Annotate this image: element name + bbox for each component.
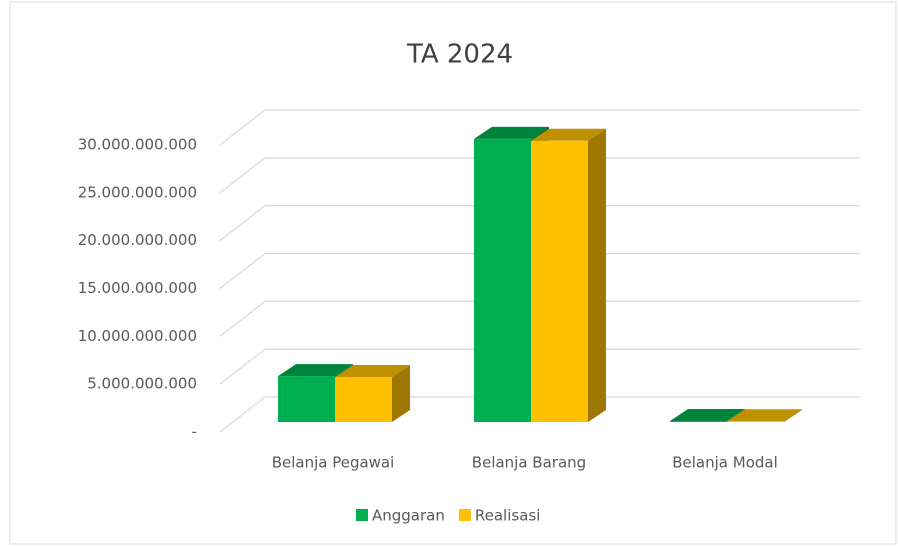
- y-tick-label: 20.000.000.000: [78, 231, 197, 249]
- bar-top: [335, 365, 410, 378]
- legend-label: Anggaran: [372, 507, 445, 525]
- y-tick-label: 10.000.000.000: [78, 327, 197, 345]
- bar-front: [335, 377, 392, 422]
- bar-top: [670, 409, 745, 422]
- y-tick-label: 15.000.000.000: [78, 279, 197, 297]
- grid-line: [219, 252, 860, 290]
- y-tick-label: 5.000.000.000: [87, 375, 197, 393]
- bar: [727, 409, 802, 422]
- bar-front: [278, 376, 335, 422]
- bar-top: [531, 128, 606, 141]
- x-tick-label: Belanja Barang: [472, 454, 586, 472]
- bar-top: [727, 409, 802, 422]
- bar-side: [392, 365, 410, 422]
- grid-line: [219, 157, 860, 194]
- chart-title: TA 2024: [406, 40, 513, 70]
- chart-frame: [9, 1, 897, 545]
- grid-line: [219, 300, 860, 337]
- bar-top: [474, 126, 549, 139]
- grid-line: [219, 205, 860, 242]
- grid-line: [219, 109, 860, 146]
- bar: [531, 128, 606, 423]
- legend-label: Realisasi: [475, 507, 541, 525]
- x-tick-label: Belanja Modal: [672, 454, 778, 472]
- bar-top: [278, 364, 353, 377]
- x-tick-label: Belanja Pegawai: [272, 454, 395, 472]
- bar-front: [727, 421, 784, 422]
- y-tick-label: -: [192, 423, 197, 441]
- bar-front: [670, 421, 727, 422]
- y-tick-label: 30.000.000.000: [78, 136, 197, 154]
- legend-swatch: [458, 509, 471, 521]
- bar-front: [531, 140, 588, 423]
- bar-front: [474, 138, 531, 422]
- bar-side: [784, 409, 802, 422]
- grid-line: [219, 348, 860, 385]
- y-tick-label: 25.000.000.000: [78, 183, 197, 201]
- legend-swatch: [356, 509, 368, 521]
- bar: [335, 365, 410, 422]
- bar-side: [588, 128, 606, 423]
- grid-line: [219, 396, 860, 433]
